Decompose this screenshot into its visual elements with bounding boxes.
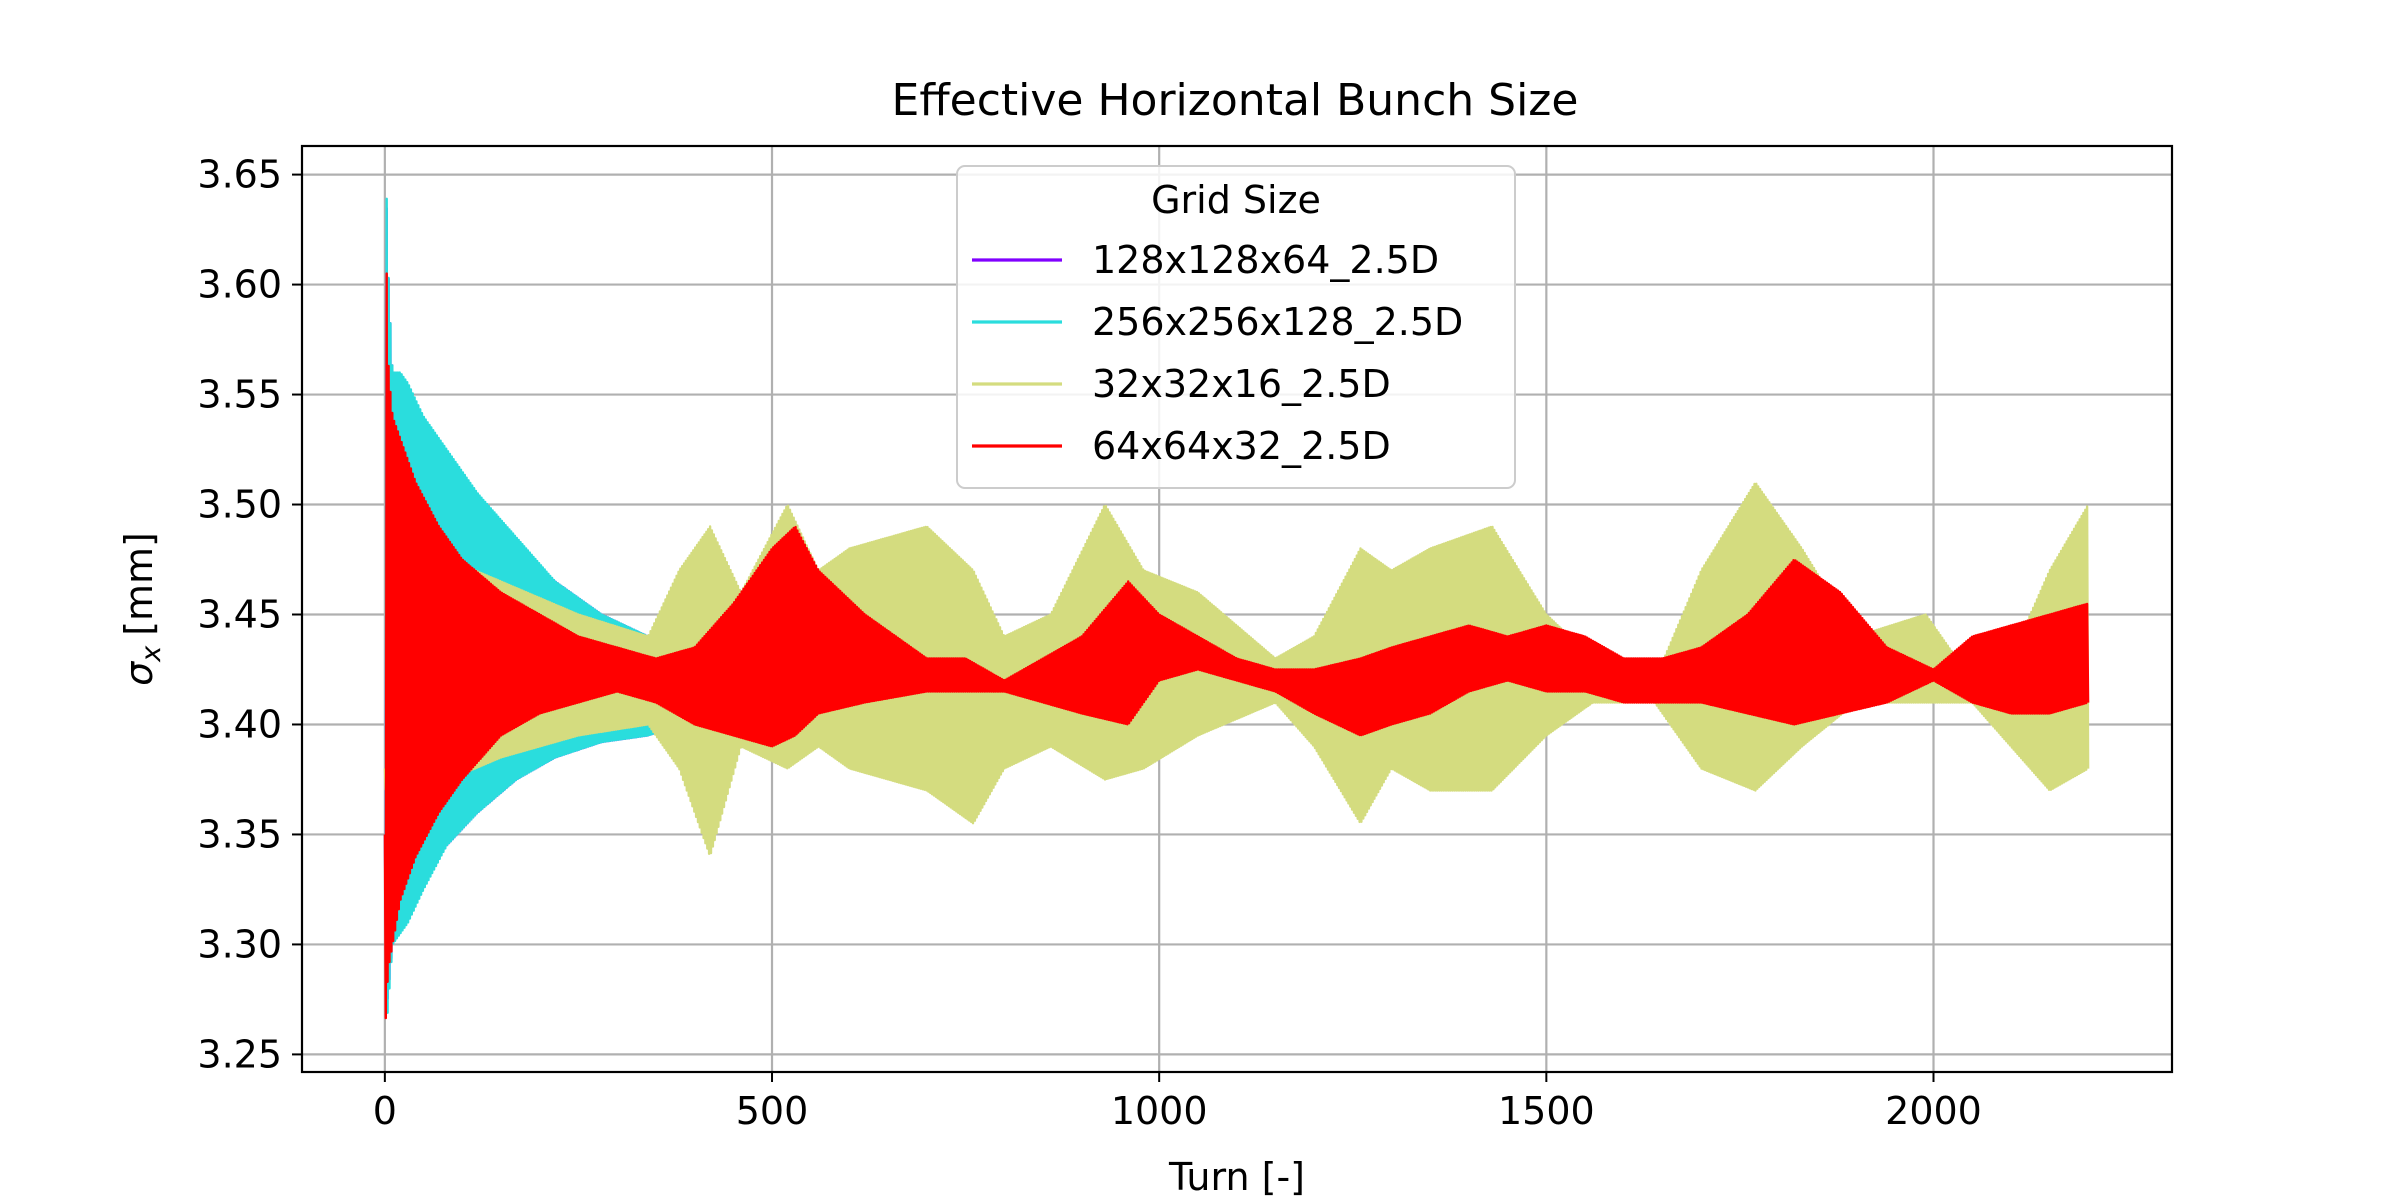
series-layer (383, 197, 2090, 1020)
x-axis-ticks: 0 500 1000 1500 2000 (373, 1072, 1982, 1133)
y-axis-unit: [mm] (117, 532, 161, 636)
x-tick-label: 1500 (1498, 1089, 1595, 1133)
chart-title: Effective Horizontal Bunch Size (892, 75, 1579, 126)
x-tick-label: 1000 (1111, 1089, 1208, 1133)
legend: Grid Size 128x128x64_2.5D 256x256x128_2.5… (956, 165, 1516, 489)
y-axis-ticks: 3.25 3.30 3.35 3.40 3.45 3.50 3.55 3.60 3.65 (197, 153, 302, 1076)
y-tick-label: 3.50 (197, 483, 282, 527)
y-tick-label: 3.65 (197, 153, 282, 197)
y-tick-label: 3.25 (197, 1032, 282, 1076)
y-tick-label: 3.35 (197, 812, 282, 856)
y-tick-label: 3.60 (197, 263, 282, 307)
legend-box (956, 165, 1516, 489)
legend-label: 256x256x128_2.5D (1092, 300, 1463, 344)
y-tick-label: 3.55 (197, 373, 282, 417)
y-tick-label: 3.30 (197, 922, 282, 966)
x-tick-label: 2000 (1885, 1089, 1982, 1133)
y-tick-label: 3.45 (197, 592, 282, 636)
legend-label: 64x64x32_2.5D (1092, 424, 1391, 468)
plot-frame (300, 144, 2174, 1074)
y-axis-symbol: σ (117, 660, 161, 686)
y-tick-label: 3.40 (197, 702, 282, 746)
legend-label: 32x32x16_2.5D (1092, 362, 1391, 406)
legend-title: Grid Size (1151, 178, 1321, 222)
legend-label: 128x128x64_2.5D (1092, 238, 1439, 282)
y-axis-subscript: x (136, 645, 167, 663)
legend-entries: 128x128x64_2.5D 256x256x128_2.5D 32x32x16_… (972, 238, 1463, 468)
x-tick-label: 500 (736, 1089, 809, 1133)
y-axis-label: σx [mm] (117, 532, 167, 686)
series-line-64x64x32_2.5D (383, 272, 2090, 1020)
x-axis-label: Turn [-] (1168, 1155, 1305, 1199)
x-tick-label: 0 (373, 1089, 397, 1133)
